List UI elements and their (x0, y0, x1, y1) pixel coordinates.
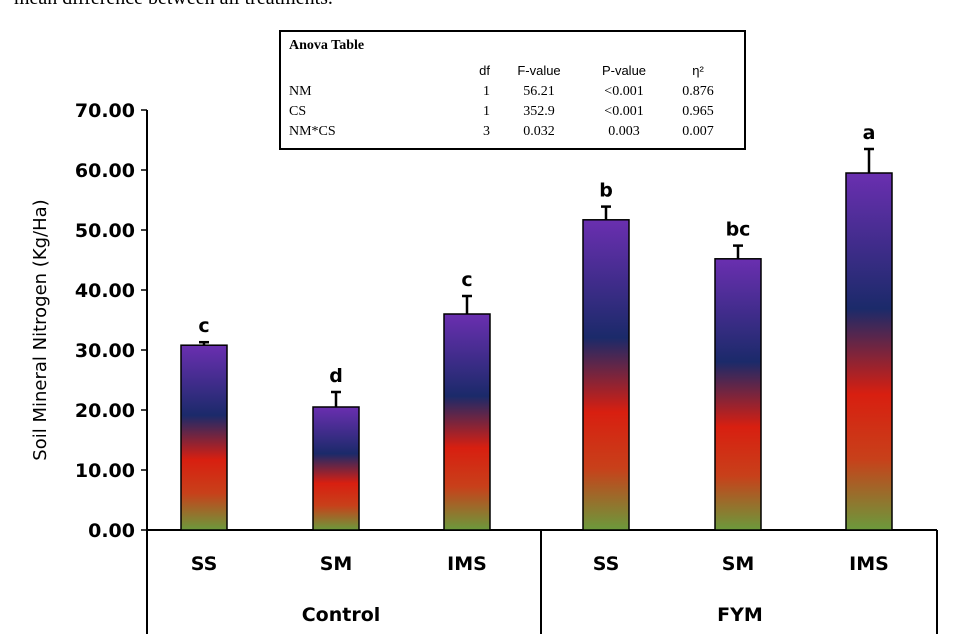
anova-row-nm: NM 1 56.21 <0.001 0.876 (281, 84, 744, 104)
y-tick-label: 30.00 (75, 340, 135, 362)
group-label: Control (302, 604, 381, 626)
anova-f: 352.9 (523, 104, 555, 119)
chart-bars (180, 147, 893, 531)
significance-letter: d (329, 365, 343, 387)
anova-header-row: df F-value P-value η² (281, 63, 744, 83)
bar (443, 313, 491, 531)
bar (312, 406, 360, 531)
anova-header-p: P-value (601, 63, 647, 78)
anova-f: 0.032 (523, 124, 555, 139)
chart-axes: 0.00 10.00 20.00 30.00 40.00 50.00 60.00 70.00 (75, 100, 938, 634)
anova-term: CS (289, 104, 307, 119)
anova-title: Anova Table (289, 38, 365, 53)
chart-labels: c SS d SM c IMS b SS bc SM a IMS Control FYM (191, 122, 889, 626)
anova-df: 3 (483, 124, 490, 139)
group-label: FYM (717, 604, 763, 626)
anova-eta: 0.965 (682, 104, 714, 119)
bar (714, 258, 762, 531)
significance-letter: bc (726, 219, 751, 241)
bar (180, 344, 228, 531)
significance-letter: c (198, 315, 209, 337)
category-label: IMS (849, 553, 889, 575)
anova-df: 1 (483, 84, 490, 99)
anova-header-eta: η² (692, 63, 704, 78)
anova-header-df: df (479, 63, 490, 78)
anova-df: 1 (483, 104, 490, 119)
bar (845, 172, 893, 531)
significance-letter: a (863, 122, 876, 144)
anova-header-f: F-value (517, 63, 561, 78)
category-label: SM (722, 553, 755, 575)
y-tick-label: 10.00 (75, 460, 135, 482)
category-label: IMS (447, 553, 487, 575)
anova-row-nmcs: NM*CS 3 0.032 0.003 0.007 (281, 124, 744, 144)
y-tick-label: 40.00 (75, 280, 135, 302)
category-label: SS (191, 553, 218, 575)
anova-p: <0.001 (604, 84, 644, 99)
anova-eta: 0.007 (682, 124, 714, 139)
y-tick-label: 20.00 (75, 400, 135, 422)
anova-p: 0.003 (608, 124, 640, 139)
y-tick-label: 60.00 (75, 160, 135, 182)
y-axis-label: Soil Mineral Nitrogen (Kg/Ha) (30, 199, 51, 460)
y-tick-label: 0.00 (88, 520, 135, 542)
caption-fragment: mean difference between all treatments. (14, 0, 333, 10)
anova-f: 56.21 (523, 84, 555, 99)
significance-letter: c (461, 269, 472, 291)
anova-term: NM (289, 84, 312, 99)
category-label: SS (593, 553, 620, 575)
anova-table: Anova Table df F-value P-value η² NM 1 5… (279, 30, 746, 150)
anova-term: NM*CS (289, 124, 336, 139)
category-label: SM (320, 553, 353, 575)
anova-p: <0.001 (604, 104, 644, 119)
anova-row-cs: CS 1 352.9 <0.001 0.965 (281, 104, 744, 124)
significance-letter: b (599, 180, 613, 202)
anova-eta: 0.876 (682, 84, 714, 99)
bar (582, 219, 630, 531)
y-tick-label: 70.00 (75, 100, 135, 122)
y-tick-label: 50.00 (75, 220, 135, 242)
